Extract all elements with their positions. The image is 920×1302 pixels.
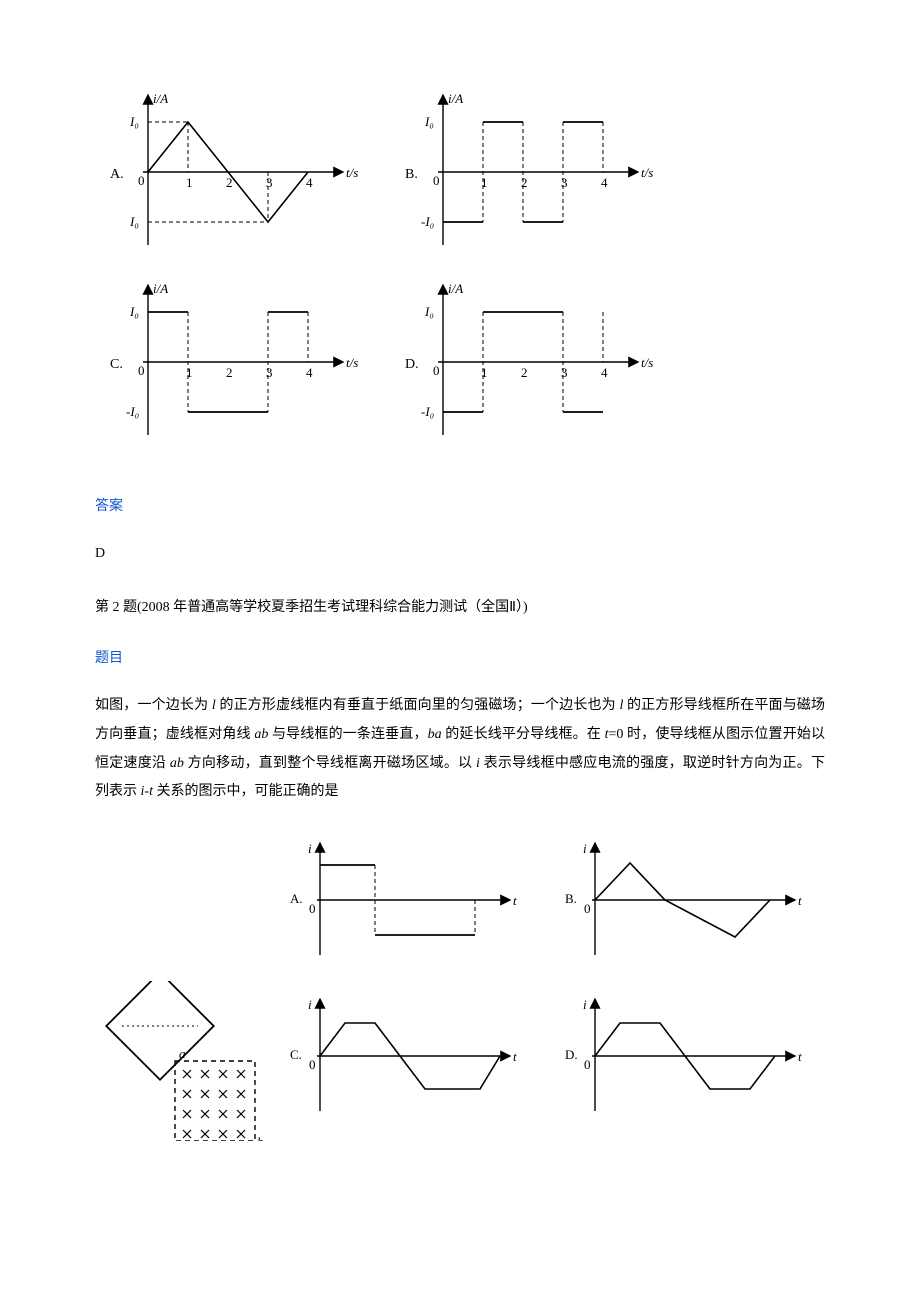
svg-text:4: 4 [306,175,313,190]
svg-text:4: 4 [601,175,608,190]
svg-text:3: 3 [561,365,568,380]
figure-2: A. i t 0 B. i t 0 [95,835,825,1151]
figure-1: A. i/A t/s 0 1 2 3 4 I₀ I₀ B. i/A t/s 0 … [103,80,825,470]
panel-c-label: C. [110,357,123,372]
svg-text:-I₀: -I₀ [421,404,434,419]
svg-text:I₀: I₀ [129,114,139,129]
svg-text:2: 2 [521,175,528,190]
svg-text:2: 2 [226,365,233,380]
svg-text:B.: B. [565,891,577,906]
svg-text:i/A: i/A [153,91,168,106]
svg-text:D.: D. [565,1047,578,1062]
loop-field-diagram: a b [106,981,264,1141]
figure-2-row1: A. i t 0 B. i t 0 [95,835,815,970]
svg-text:t: t [513,1049,517,1064]
svg-text:1: 1 [481,175,488,190]
svg-text:3: 3 [266,175,273,190]
panel-b-label: B. [405,167,418,182]
svg-text:t/s: t/s [346,165,358,180]
svg-text:0: 0 [433,363,440,378]
svg-text:0: 0 [433,173,440,188]
svg-text:0: 0 [309,901,316,916]
svg-text:t: t [798,893,802,908]
answer-heading: 答案 [95,494,825,521]
svg-text:t/s: t/s [641,165,653,180]
svg-text:i: i [308,841,312,856]
svg-text:I₀: I₀ [424,114,434,129]
svg-text:0: 0 [138,363,145,378]
svg-text:2: 2 [521,365,528,380]
svg-text:1: 1 [186,365,193,380]
question-2-body: 如图，一个边长为 l 的正方形虚线框内有垂直于纸面向里的匀强磁场；一个边长也为 … [95,692,825,807]
panel-d-label: D. [405,357,419,372]
svg-text:0: 0 [584,901,591,916]
svg-text:0: 0 [584,1057,591,1072]
figure-2-row2: a b C. i t 0 D. i t 0 [95,981,815,1141]
svg-text:C.: C. [290,1047,302,1062]
question-heading: 题目 [95,646,825,673]
svg-text:b: b [257,1134,264,1141]
svg-text:I₀: I₀ [129,304,139,319]
figure-1-svg: A. i/A t/s 0 1 2 3 4 I₀ I₀ B. i/A t/s 0 … [103,80,693,470]
svg-text:i/A: i/A [448,91,463,106]
svg-text:0: 0 [138,173,145,188]
svg-text:4: 4 [601,365,608,380]
svg-text:i/A: i/A [153,281,168,296]
question-2-source: 第 2 题(2008 年普通高等学校夏季招生考试理科综合能力测试（全国Ⅱ）) [95,595,825,622]
svg-text:a: a [179,1046,186,1061]
svg-text:t: t [798,1049,802,1064]
svg-text:I₀: I₀ [129,214,139,229]
svg-text:t/s: t/s [346,355,358,370]
panel-a-label: A. [110,167,124,182]
svg-text:t: t [513,893,517,908]
svg-text:1: 1 [481,365,488,380]
svg-text:3: 3 [561,175,568,190]
svg-text:i/A: i/A [448,281,463,296]
svg-text:I₀: I₀ [424,304,434,319]
answer-value: D [95,541,825,568]
svg-text:i: i [583,997,587,1012]
svg-text:3: 3 [266,365,273,380]
svg-text:t/s: t/s [641,355,653,370]
svg-text:4: 4 [306,365,313,380]
svg-text:1: 1 [186,175,193,190]
svg-text:i: i [583,841,587,856]
svg-text:A.: A. [290,891,303,906]
svg-text:-I₀: -I₀ [421,214,434,229]
svg-text:0: 0 [309,1057,316,1072]
svg-text:i: i [308,997,312,1012]
svg-text:-I₀: -I₀ [126,404,139,419]
